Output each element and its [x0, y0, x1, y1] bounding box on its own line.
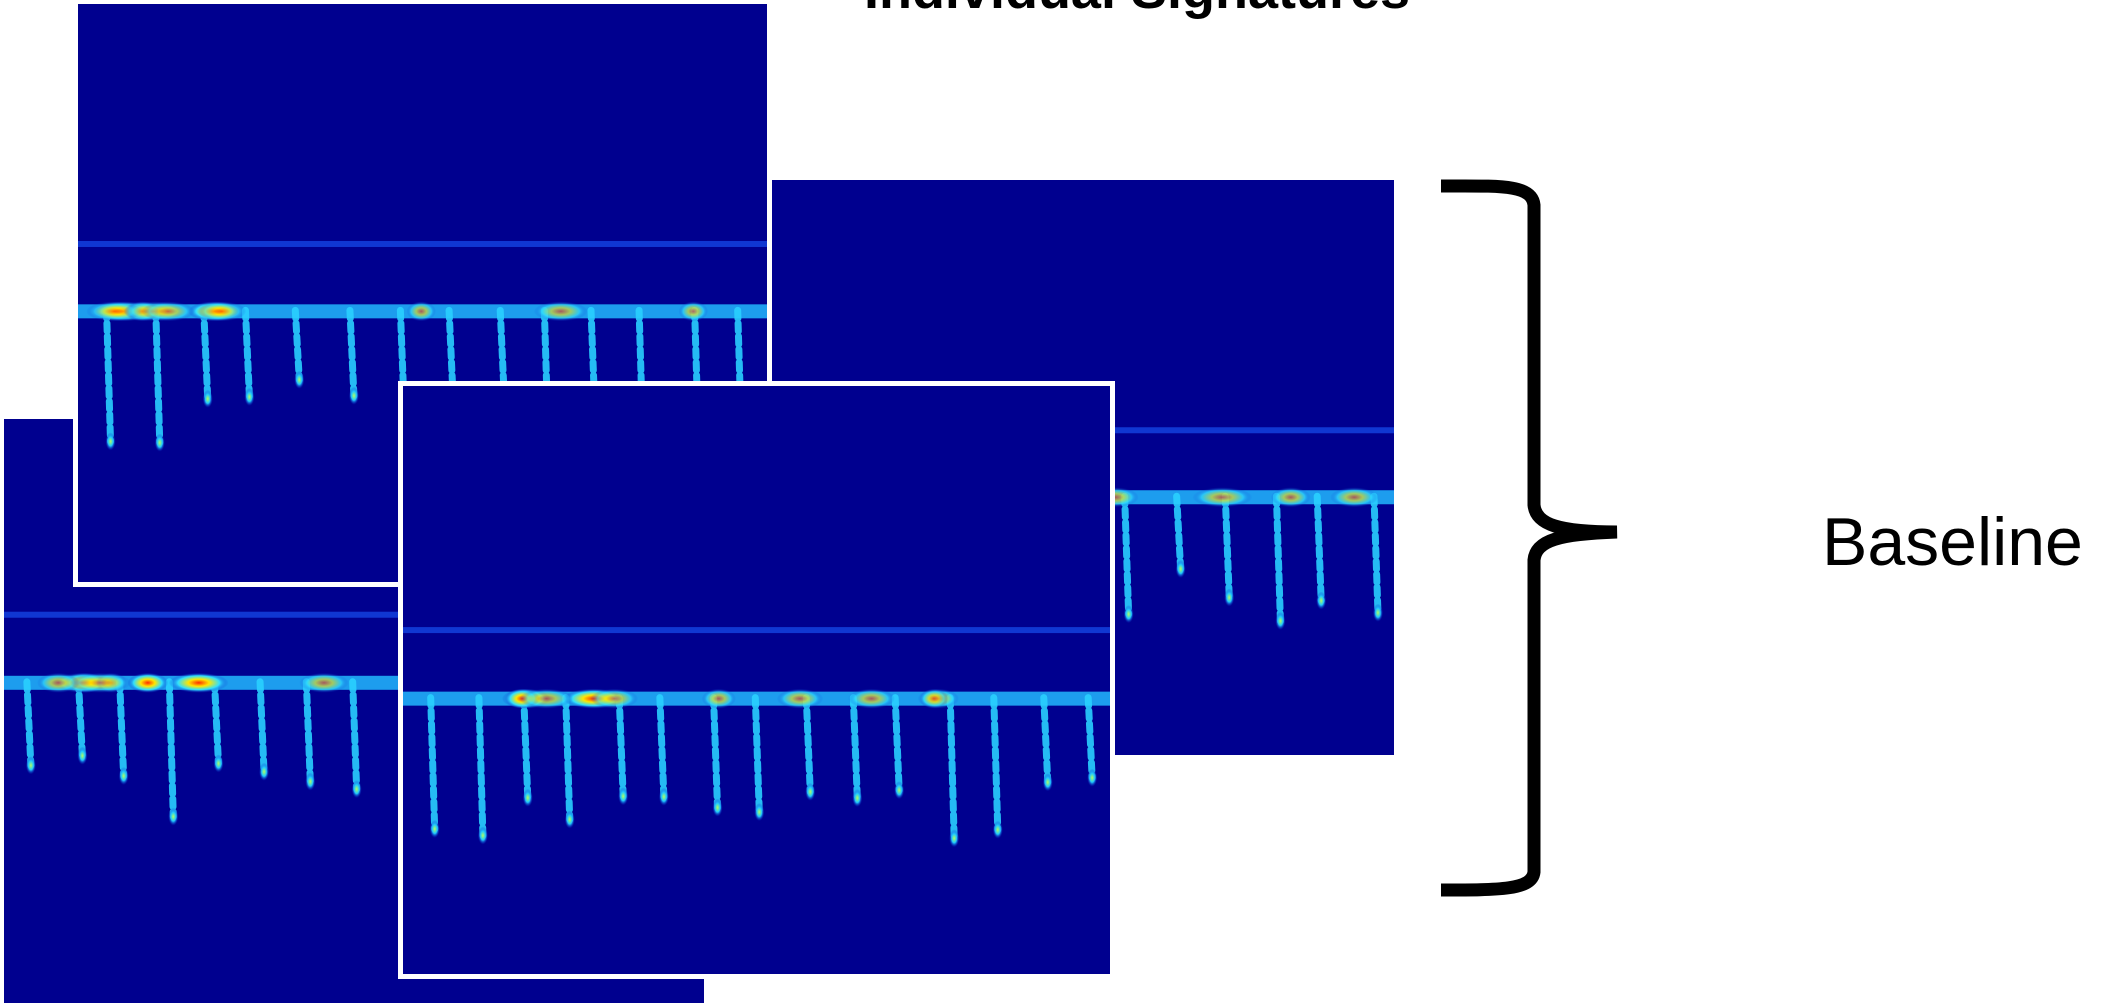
drip — [1177, 496, 1181, 569]
drip-tip — [523, 789, 533, 807]
hotspot — [702, 689, 736, 709]
drip-tip — [77, 747, 87, 765]
drip-tip — [119, 767, 129, 785]
drip-tip — [1043, 773, 1053, 791]
hotspot — [127, 673, 168, 693]
drip — [431, 698, 435, 829]
hotspot — [519, 689, 573, 709]
drip — [755, 698, 759, 812]
drip-tip — [352, 780, 362, 798]
drip-tip — [259, 763, 269, 781]
drip-tip — [1176, 560, 1186, 578]
hotspot — [777, 689, 823, 709]
drip-tip — [805, 783, 815, 801]
drip — [524, 698, 528, 798]
spectrogram — [398, 381, 1115, 979]
baseline-label: Baseline — [1822, 504, 2083, 580]
drip — [260, 682, 264, 772]
drip — [107, 310, 111, 441]
faint-band — [78, 241, 767, 247]
drip-tip — [155, 434, 165, 452]
drip — [479, 698, 483, 836]
hotspot — [534, 301, 588, 321]
drip-tip — [1087, 769, 1097, 787]
drip-tip — [1275, 612, 1285, 630]
drip-tip — [213, 754, 223, 772]
hotspot — [1271, 487, 1311, 507]
drip-tip — [1316, 592, 1326, 610]
panel-background — [403, 386, 1110, 974]
drip-tip — [1124, 605, 1134, 623]
drip-tip — [618, 787, 628, 805]
brace — [1441, 186, 1617, 890]
faint-band — [403, 627, 1110, 633]
drip — [853, 698, 857, 798]
drip-tip — [754, 803, 764, 821]
drip-tip — [168, 808, 178, 826]
drip-tip — [565, 811, 575, 829]
hotspot — [299, 673, 348, 693]
hotspot — [70, 673, 131, 693]
drip — [950, 698, 954, 839]
spectrogram-stack — [4, 0, 1394, 1003]
drip — [714, 698, 718, 808]
hotspot — [919, 689, 948, 709]
drip — [806, 698, 810, 792]
hotspot — [198, 301, 246, 321]
drip — [1374, 496, 1378, 613]
drip-tip — [349, 387, 359, 405]
drip — [353, 682, 357, 789]
drip — [660, 698, 664, 797]
hotspot — [848, 689, 895, 709]
drip-tip — [949, 829, 959, 847]
drip-tip — [659, 788, 669, 806]
page: Individual Signatures Baseline (() => { … — [0, 0, 2115, 1003]
hotspot — [169, 673, 229, 693]
figure: Individual Signatures Baseline — [0, 0, 2115, 1003]
drip-tip — [1373, 604, 1383, 622]
drip-tip — [26, 756, 36, 774]
drip-tip — [244, 388, 254, 406]
drip-tip — [430, 820, 440, 838]
hotspot — [679, 301, 708, 321]
drip — [895, 698, 899, 791]
drip-tip — [294, 371, 304, 389]
drip — [994, 698, 998, 830]
drip-tip — [203, 390, 213, 408]
drip — [619, 698, 623, 797]
drip — [156, 310, 160, 442]
title: Individual Signatures — [864, 0, 1410, 20]
hotspot — [591, 689, 639, 709]
drip — [27, 682, 31, 766]
drip — [350, 310, 354, 395]
drip — [1088, 698, 1092, 778]
drip-tip — [993, 821, 1003, 839]
hotspot — [407, 301, 436, 321]
drip-tip — [713, 799, 723, 817]
drip — [120, 682, 124, 776]
drip — [1044, 698, 1048, 783]
drip — [1125, 496, 1129, 614]
hotspot — [1330, 487, 1378, 507]
drip-tip — [478, 827, 488, 845]
drip — [566, 698, 570, 820]
drip-tip — [1224, 589, 1234, 607]
drip-tip — [305, 773, 315, 791]
drip — [1225, 496, 1229, 597]
drip — [1276, 496, 1280, 621]
drip-tip — [894, 781, 904, 799]
drip-tip — [852, 789, 862, 807]
drip-tip — [106, 432, 116, 450]
hotspot — [1193, 487, 1253, 507]
hotspot — [142, 301, 195, 321]
drip — [306, 682, 310, 782]
drip — [245, 310, 249, 397]
drip — [214, 682, 218, 764]
